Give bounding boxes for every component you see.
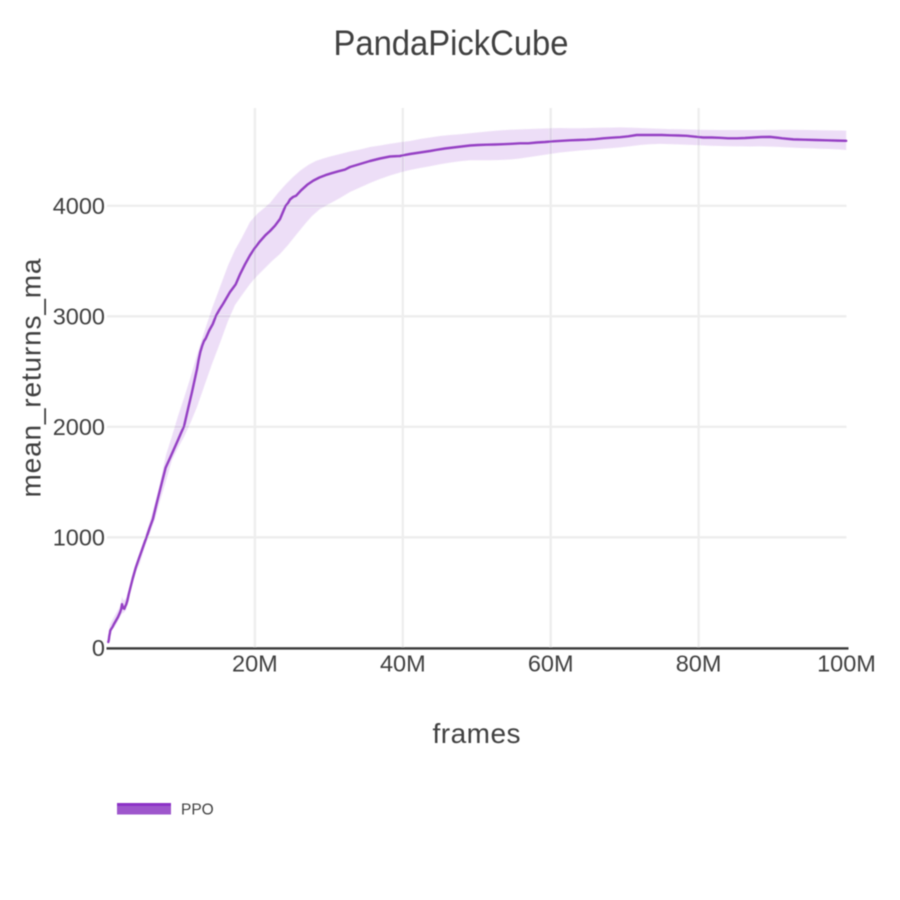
svg-text:frames: frames <box>433 718 521 749</box>
svg-text:100M: 100M <box>817 651 876 677</box>
svg-text:60M: 60M <box>528 651 574 677</box>
svg-text:PandaPickCube: PandaPickCube <box>334 24 569 63</box>
svg-text:PPO: PPO <box>181 802 214 819</box>
svg-text:1000: 1000 <box>53 525 105 551</box>
svg-text:mean_returns_ma: mean_returns_ma <box>16 258 47 497</box>
svg-text:0: 0 <box>92 635 105 661</box>
svg-text:4000: 4000 <box>53 193 105 219</box>
svg-text:2000: 2000 <box>53 414 105 440</box>
svg-text:20M: 20M <box>232 651 278 677</box>
svg-text:40M: 40M <box>380 651 426 677</box>
svg-text:80M: 80M <box>676 651 722 677</box>
svg-text:3000: 3000 <box>53 304 105 330</box>
